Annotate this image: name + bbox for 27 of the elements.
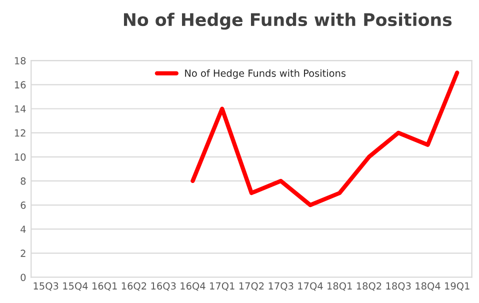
x-tick-label: 16Q2 <box>122 282 146 291</box>
y-tick-label: 14 <box>14 105 26 112</box>
x-tick-label: 19Q1 <box>445 282 470 291</box>
y-tick-label: 18 <box>14 57 26 64</box>
y-tick-label: 12 <box>14 129 26 137</box>
x-tick-label: 16Q4 <box>180 282 206 291</box>
x-tick-label: 18Q2 <box>356 282 382 291</box>
y-tick-label: 8 <box>20 177 26 185</box>
y-tick-label: 2 <box>20 250 26 257</box>
y-tick-label: 4 <box>20 226 26 233</box>
x-tick-label: 16Q3 <box>151 282 176 291</box>
x-tick-label: 18Q3 <box>386 282 411 291</box>
legend-label: No of Hedge Funds with Positions <box>185 69 346 79</box>
x-tick-label: 17Q4 <box>298 282 323 291</box>
x-tick-label: 18Q1 <box>328 282 352 291</box>
y-tick-label: 6 <box>20 202 26 209</box>
y-tick-label: 10 <box>14 153 26 161</box>
x-tick-label: 18Q4 <box>416 282 440 291</box>
x-tick-label: 17Q2 <box>239 282 264 291</box>
y-tick-label: 0 <box>20 274 26 282</box>
chart-title: No of Hedge Funds with Positions <box>124 12 452 30</box>
x-tick-label: 16Q1 <box>92 282 117 291</box>
x-tick-label: 17Q3 <box>268 282 294 291</box>
x-tick-label: 15Q3 <box>34 282 58 291</box>
x-tick-label: 17Q1 <box>210 282 234 291</box>
y-tick-label: 16 <box>14 81 26 89</box>
x-tick-label: 15Q4 <box>63 282 88 291</box>
